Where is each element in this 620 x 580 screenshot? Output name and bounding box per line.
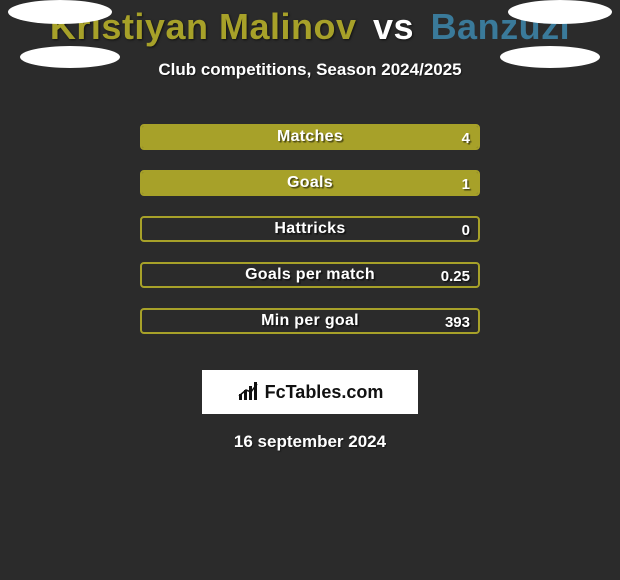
stat-value: 1 xyxy=(462,172,470,198)
stat-value: 4 xyxy=(462,126,470,152)
comparison-infographic: Kristiyan Malinov vs Banzuzi Club compet… xyxy=(0,0,620,580)
stat-value: 393 xyxy=(445,310,470,336)
stat-row: 393 Min per goal xyxy=(0,308,620,354)
stat-bar-fill xyxy=(142,126,478,148)
stats-container: 4 Matches 1 Goals 0 Hattricks 0.25 Goals… xyxy=(0,124,620,354)
vs-text: vs xyxy=(373,6,414,47)
stat-bar-track: 4 xyxy=(140,124,480,150)
stat-bar-track: 1 xyxy=(140,170,480,196)
bar-chart-icon xyxy=(237,382,261,402)
stat-bar-fill xyxy=(142,172,478,194)
decoration-ellipse-right-1 xyxy=(508,0,612,24)
stat-row: 0.25 Goals per match xyxy=(0,262,620,308)
stat-bar-track: 0.25 xyxy=(140,262,480,288)
stat-row: 1 Goals xyxy=(0,170,620,216)
stat-value: 0 xyxy=(462,218,470,244)
decoration-ellipse-right-2 xyxy=(500,46,600,68)
stat-row: 0 Hattricks xyxy=(0,216,620,262)
stat-value: 0.25 xyxy=(441,264,470,290)
stat-bar-track: 0 xyxy=(140,216,480,242)
stat-row: 4 Matches xyxy=(0,124,620,170)
logo-text: FcTables.com xyxy=(265,382,384,403)
stat-bar-track: 393 xyxy=(140,308,480,334)
date-text: 16 september 2024 xyxy=(0,432,620,452)
decoration-ellipse-left-2 xyxy=(20,46,120,68)
source-logo: FcTables.com xyxy=(202,370,418,414)
decoration-ellipse-left-1 xyxy=(8,0,112,24)
